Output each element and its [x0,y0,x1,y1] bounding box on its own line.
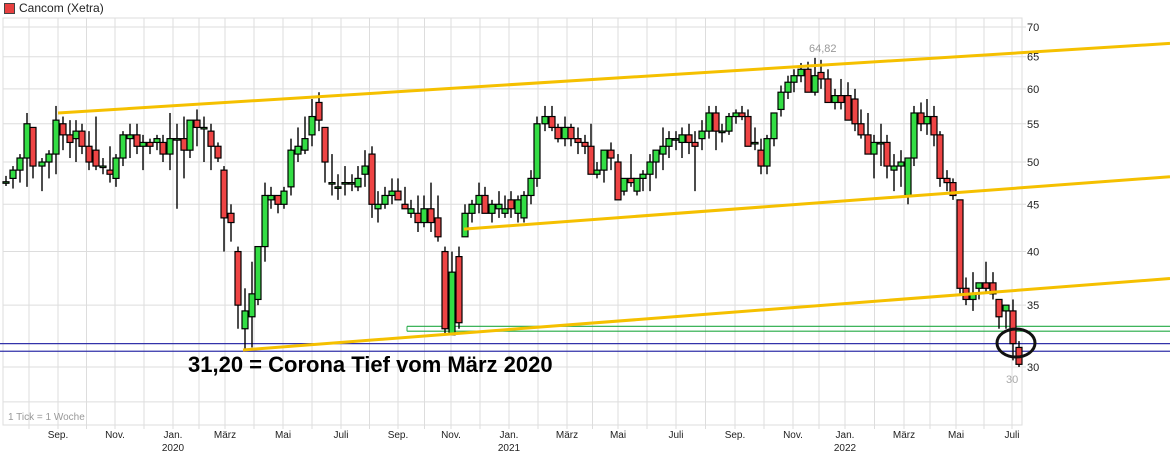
chart-legend: Cancom (Xetra) [4,1,104,15]
svg-text:Juli: Juli [333,430,348,441]
svg-text:Mai: Mai [610,430,626,441]
svg-text:Jan.: Jan. [836,430,855,441]
tick-interval-note: 1 Tick = 1 Woche [8,412,85,423]
svg-text:55: 55 [1027,119,1039,131]
x-axis: Sep. Nov. Jan. 2020 März Mai Juli Sep. Nov. Jan. 2… [48,430,1020,454]
chart-title: Cancom (Xetra) [19,1,104,15]
svg-text:Jan.: Jan. [500,430,519,441]
svg-text:März: März [214,430,236,441]
svg-text:35: 35 [1027,300,1039,312]
grid-lines [2,17,1026,429]
svg-text:Sep.: Sep. [388,430,409,441]
low-label: 30 [1006,374,1018,386]
svg-text:Juli: Juli [1004,430,1019,441]
svg-text:65: 65 [1027,52,1039,64]
svg-text:Mai: Mai [275,430,291,441]
svg-text:2020: 2020 [162,443,185,454]
svg-text:30: 30 [1027,362,1039,374]
svg-text:70: 70 [1027,22,1039,34]
svg-text:März: März [893,430,915,441]
svg-text:Juli: Juli [668,430,683,441]
svg-text:März: März [556,430,578,441]
high-label: 64,82 [809,43,837,55]
svg-text:2022: 2022 [834,443,857,454]
svg-text:Nov.: Nov. [441,430,461,441]
support-lines [0,325,1170,352]
svg-text:40: 40 [1027,247,1039,259]
highlight-circle [995,327,1037,359]
svg-text:50: 50 [1027,157,1039,169]
svg-text:Nov.: Nov. [105,430,125,441]
svg-text:Jan.: Jan. [164,430,183,441]
svg-text:Sep.: Sep. [48,430,69,441]
svg-text:Mai: Mai [948,430,964,441]
svg-text:Sep.: Sep. [725,430,746,441]
trend-lines [57,41,1170,352]
svg-text:2021: 2021 [498,443,521,454]
annotation-text: 31,20 = Corona Tief vom März 2020 [188,352,553,377]
y-axis: 30 35 40 45 50 55 60 65 70 [1027,22,1039,374]
candles [2,57,1023,367]
legend-swatch [4,2,15,14]
svg-text:60: 60 [1027,84,1039,96]
svg-text:45: 45 [1027,199,1039,211]
svg-text:Nov.: Nov. [783,430,803,441]
